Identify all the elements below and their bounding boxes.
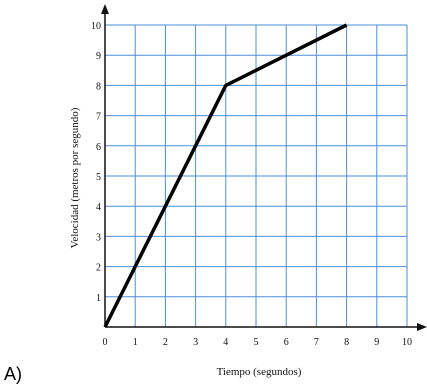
x-tick-label: 7	[314, 337, 319, 348]
x-tick-label: 5	[254, 337, 259, 348]
x-tick-label: 10	[402, 337, 412, 348]
axes	[101, 4, 427, 331]
y-axis-label: Velocidad (metros por segundo)	[69, 107, 81, 248]
y-tick-labels: 1 2 3 4 5 6 7 8 9 10	[91, 21, 101, 304]
x-tick-label: 9	[374, 337, 379, 348]
y-tick-label: 9	[96, 51, 101, 62]
series-line	[103, 23, 348, 328]
y-tick-label: 10	[91, 21, 101, 32]
y-tick-label: 1	[96, 293, 101, 304]
x-axis-arrow	[417, 323, 427, 331]
x-tick-label: 2	[163, 337, 168, 348]
x-tick-label: 3	[193, 337, 198, 348]
grid-lines	[105, 24, 408, 327]
y-tick-label: 2	[96, 263, 101, 274]
y-tick-label: 5	[96, 172, 101, 183]
x-tick-label: 4	[223, 337, 228, 348]
y-tick-label: 4	[96, 202, 101, 213]
x-axis-label: Tiempo (segundos)	[217, 366, 302, 378]
y-axis-arrow	[101, 4, 109, 14]
x-tick-label: 0	[103, 337, 108, 348]
x-tick-labels: 0 1 2 3 4 5 6 7 8 9 10	[103, 337, 413, 348]
y-tick-label: 7	[96, 112, 101, 123]
x-tick-label: 1	[133, 337, 138, 348]
y-tick-label: 6	[96, 142, 101, 153]
series-layer	[103, 23, 348, 328]
y-tick-label: 8	[96, 81, 101, 92]
y-tick-label: 3	[96, 232, 101, 243]
x-tick-label: 8	[344, 337, 349, 348]
answer-option-label: A)	[4, 364, 22, 384]
x-tick-label: 6	[284, 337, 289, 348]
